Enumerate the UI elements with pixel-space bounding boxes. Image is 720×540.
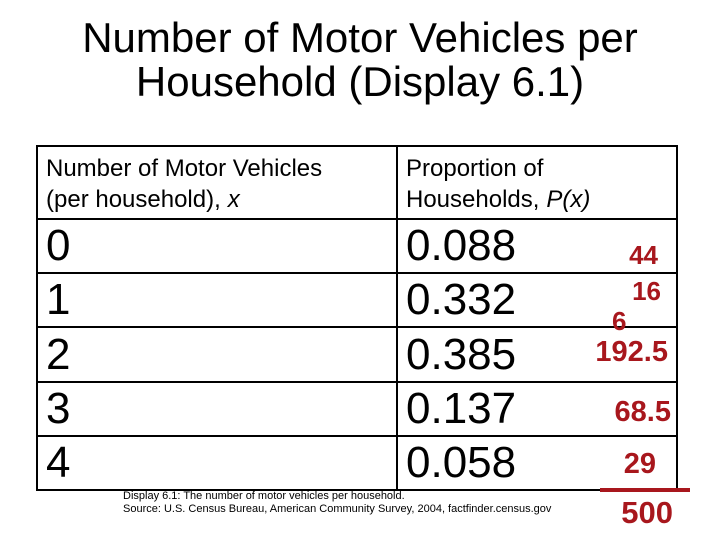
table-header-row: Number of Motor Vehicles (per household)… — [38, 147, 676, 218]
annotation-count-row4: 29 — [623, 448, 656, 480]
table-row: 0 0.088 — [38, 218, 676, 273]
annotation-count-row1-part2: 6 — [612, 306, 627, 336]
annotation-count-row3: 68.5 — [614, 396, 671, 428]
p-value: 0.385 — [406, 329, 517, 379]
annotation-total: 500 — [621, 495, 673, 530]
probability-table: Number of Motor Vehicles (per household)… — [36, 145, 678, 491]
table-row: 4 0.058 — [38, 434, 676, 490]
annotation-count-row0: 44 — [629, 240, 658, 270]
x-value: 0 — [38, 220, 398, 273]
p-value: 0.058 — [406, 437, 517, 487]
table-row: 1 0.332 — [38, 272, 676, 327]
p-value: 0.137 — [406, 383, 517, 433]
header-cell-px: Proportion of Households, P(x) — [398, 147, 676, 218]
table-row: 3 0.137 — [38, 380, 676, 435]
slide-title-line1: Number of Motor Vehicles per — [82, 14, 638, 61]
header-px-line2: Households, P(x) — [406, 186, 591, 213]
x-symbol: x — [227, 186, 240, 213]
x-value: 1 — [38, 274, 398, 327]
header-x-line2: (per household), x — [46, 186, 240, 213]
px-symbol: P(x) — [546, 186, 591, 213]
caption-line2: Source: U.S. Census Bureau, American Com… — [123, 503, 552, 515]
x-value: 4 — [38, 436, 398, 490]
x-value: 3 — [38, 382, 398, 435]
slide-title-line2: Household (Display 6.1) — [135, 58, 585, 105]
caption-line1: Display 6.1: The number of motor vehicle… — [123, 490, 405, 502]
table-row: 2 0.385 — [38, 326, 676, 381]
x-value: 2 — [38, 328, 398, 381]
p-value: 0.088 — [406, 221, 517, 271]
annotation-count-row1-part1: 16 — [632, 276, 661, 306]
header-x-line1: Number of Motor Vehicles — [46, 155, 323, 182]
total-underline — [600, 488, 690, 492]
table-caption: Display 6.1: The number of motor vehicle… — [123, 490, 551, 516]
annotation-count-row2: 192.5 — [595, 336, 668, 368]
header-px-line1: Proportion of — [406, 155, 544, 182]
p-value: 0.332 — [406, 275, 517, 325]
header-cell-x: Number of Motor Vehicles (per household)… — [38, 147, 398, 218]
slide-title: Number of Motor Vehicles per Household (… — [0, 16, 720, 104]
